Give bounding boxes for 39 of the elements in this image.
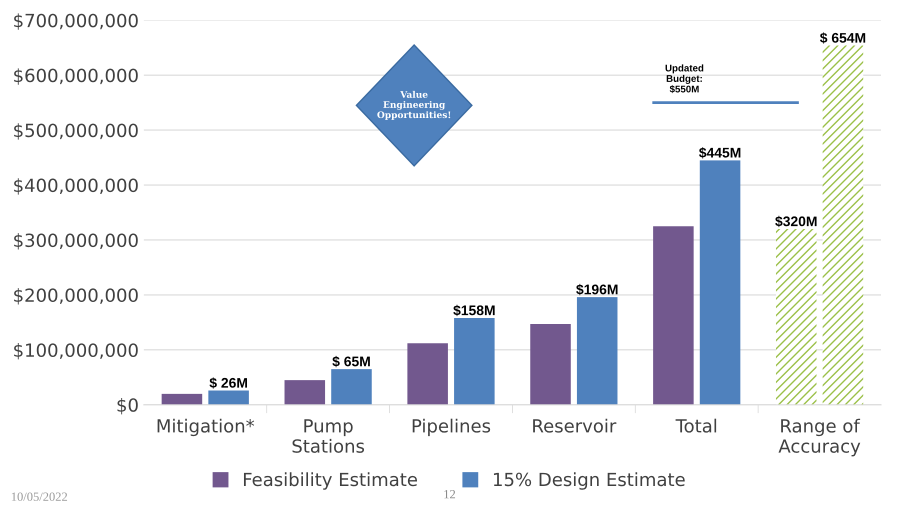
bar	[284, 380, 326, 405]
bar	[331, 369, 372, 405]
bar	[407, 343, 448, 405]
bar	[576, 297, 618, 405]
data-label: $ 65M	[332, 356, 370, 368]
x-tick-label: Pump Stations	[292, 419, 364, 453]
y-tick-label: $400,000,000	[14, 178, 138, 195]
data-label: $ 654M	[820, 32, 866, 44]
x-tick-label: Mitigation*	[158, 418, 254, 436]
y-tick-label: $600,000,000	[14, 68, 138, 85]
y-tick-label: $200,000,000	[14, 288, 138, 304]
legend-label: 15% Design Estimate	[494, 472, 685, 490]
y-tick-label: $300,000,000	[14, 233, 138, 250]
legend-label: Feasibility Estimate	[244, 472, 417, 490]
bar	[162, 394, 202, 405]
annotation: Value Engineering Opportunities!	[377, 90, 450, 120]
ref-line-label: Updated Budget: $550M	[666, 64, 704, 94]
bar	[653, 226, 694, 405]
data-label: $196M	[576, 284, 618, 296]
y-tick-label: $0	[118, 398, 138, 414]
bar	[208, 390, 249, 405]
data-label: $320M	[775, 216, 817, 228]
text: 10/05/2022	[12, 492, 68, 501]
data-label: $445M	[699, 147, 740, 158]
y-tick-label: $100,000,000	[14, 343, 138, 360]
y-tick-label: $500,000,000	[14, 123, 138, 140]
data-label: $158M	[453, 304, 495, 316]
x-tick-label: Reservoir	[533, 418, 616, 433]
x-tick-label: Pipelines	[412, 418, 490, 436]
data-label: $ 26M	[210, 377, 247, 389]
bar	[822, 46, 864, 405]
x-tick-label: Range of Accuracy	[778, 418, 860, 456]
bar	[700, 160, 740, 405]
text: 12	[444, 490, 456, 498]
bar	[530, 324, 571, 405]
x-tick-label: Total	[676, 418, 716, 433]
bar	[454, 318, 495, 405]
y-tick-label: $700,000,000	[14, 13, 138, 30]
bar	[776, 229, 817, 405]
